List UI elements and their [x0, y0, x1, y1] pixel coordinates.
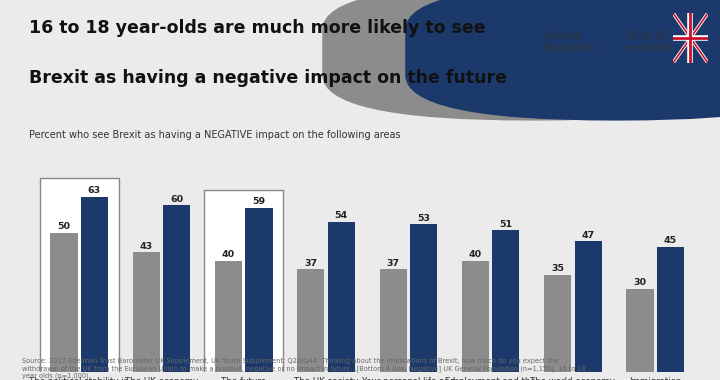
Bar [492, 230, 519, 372]
Bar [215, 261, 242, 372]
Bar [50, 233, 78, 372]
FancyBboxPatch shape [405, 0, 720, 120]
Text: 43: 43 [140, 242, 153, 251]
Text: General
Population: General Population [544, 31, 595, 53]
Text: Source: 2017 Edelman Trust Barometer UK Supplement, UK Youth Supplement: Q20/Q44: Source: 2017 Edelman Trust Barometer UK … [22, 358, 585, 379]
Text: 40: 40 [469, 250, 482, 259]
Bar [544, 275, 571, 372]
Text: 45: 45 [664, 236, 677, 245]
Bar [575, 241, 602, 372]
Text: 50: 50 [58, 222, 71, 231]
Bar [163, 205, 190, 372]
Bar [462, 261, 489, 372]
Bar [204, 190, 283, 372]
Bar [132, 252, 160, 372]
FancyBboxPatch shape [323, 0, 720, 120]
Bar [379, 269, 407, 372]
Text: 16 to 18 year-olds are much more likely to see: 16 to 18 year-olds are much more likely … [29, 19, 485, 37]
Text: Brexit as having a negative impact on the future: Brexit as having a negative impact on th… [29, 69, 506, 87]
Text: 63: 63 [88, 186, 101, 195]
Text: 40: 40 [222, 250, 235, 259]
Text: 30: 30 [634, 278, 647, 287]
Bar [626, 289, 654, 372]
Bar [40, 178, 119, 372]
Bar [297, 269, 325, 372]
Text: 37: 37 [387, 259, 400, 268]
Text: 60: 60 [170, 195, 184, 204]
Text: 35: 35 [552, 264, 564, 273]
Bar [81, 196, 108, 372]
Bar [328, 222, 355, 372]
Text: 53: 53 [417, 214, 430, 223]
Bar [410, 225, 437, 372]
Bar [657, 247, 684, 372]
Text: 37: 37 [305, 259, 318, 268]
Text: 54: 54 [335, 211, 348, 220]
Text: 59: 59 [253, 197, 266, 206]
Text: 47: 47 [582, 231, 595, 240]
Text: 16 to 18
year-olds: 16 to 18 year-olds [626, 31, 671, 53]
Text: Percent who see Brexit as having a NEGATIVE impact on the following areas: Percent who see Brexit as having a NEGAT… [29, 130, 400, 140]
Bar [246, 208, 273, 372]
Text: 51: 51 [499, 220, 513, 229]
